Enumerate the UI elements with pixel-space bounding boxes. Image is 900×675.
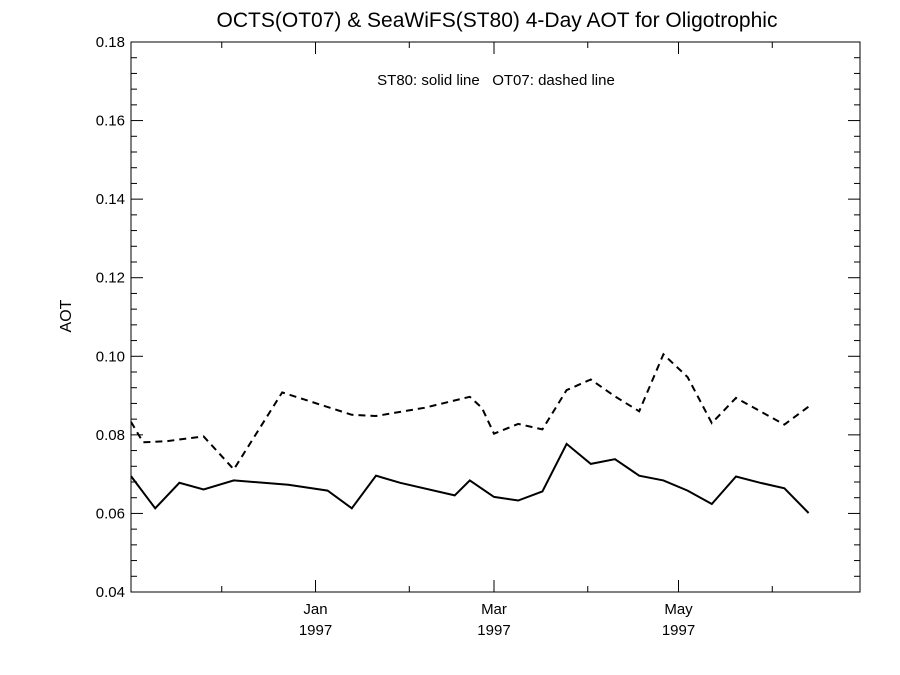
axes: 0.04 0.06 0.08 0.10 0.12 0.14 0.16 0.18 Jan 1997 M… (96, 34, 860, 639)
y-tick-label: 0.08 (96, 427, 125, 444)
series-legend-note: ST80: solid line OT07: dashed line (377, 72, 615, 89)
plot-frame (130, 41, 861, 593)
y-tick-label: 0.18 (96, 34, 125, 51)
y-tick-label: 0.06 (96, 505, 125, 522)
y-tick-label: 0.10 (96, 348, 125, 365)
y-axis-label: AOT (58, 299, 75, 332)
y-tick-label: 0.16 (96, 113, 125, 130)
x-tick-year-label: 1997 (662, 622, 695, 639)
x-tick-month-label: Mar (481, 601, 507, 618)
x-tick-year-label: 1997 (477, 622, 510, 639)
x-tick-month-label: Jan (303, 601, 327, 618)
x-tick-month-label: May (664, 601, 693, 618)
chart-title: OCTS(OT07) & SeaWiFS(ST80) 4-Day AOT for… (217, 9, 778, 32)
series-lines (130, 352, 810, 514)
y-tick-label: 0.12 (96, 270, 125, 287)
series-st80-line (130, 442, 810, 514)
y-tick-label: 0.04 (96, 584, 125, 601)
series-ot07-line (130, 352, 810, 472)
y-tick-label: 0.14 (96, 191, 125, 208)
x-tick-year-label: 1997 (299, 622, 332, 639)
